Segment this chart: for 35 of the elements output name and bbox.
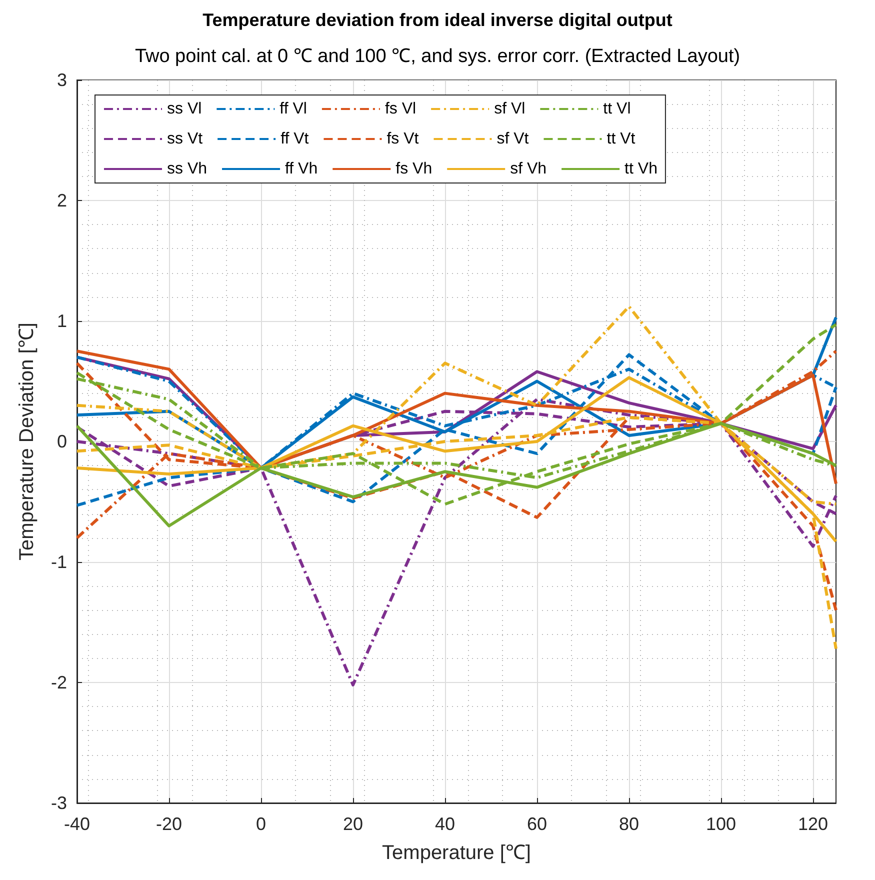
legend-label: tt Vt: [606, 130, 636, 148]
legend-label: tt Vl: [603, 100, 631, 118]
legend-label: sf Vt: [496, 130, 530, 148]
y-tick-label: 1: [56, 311, 67, 331]
x-tick-label: 0: [256, 814, 266, 834]
legend-label: ff Vl: [280, 100, 307, 118]
legend-label: ss Vl: [167, 100, 202, 118]
x-axis-title: Temperature [℃]: [382, 842, 531, 864]
y-tick-label: -2: [50, 672, 67, 692]
chart-subtitle: Two point cal. at 0 ℃ and 100 ℃, and sys. error corr. (Extracted Layout): [134, 46, 740, 67]
x-tick-label: 80: [618, 814, 640, 834]
legend-label: ff Vh: [285, 160, 318, 178]
x-tick-label: 100: [706, 814, 736, 834]
x-tick-label: -40: [64, 814, 90, 834]
x-tick-label: -20: [156, 814, 182, 834]
y-axis-title: Temperature Deviation [℃]: [16, 322, 38, 560]
x-tick-label: 60: [526, 814, 548, 834]
legend-label: fs Vh: [396, 160, 432, 178]
chart-title: Temperature deviation from ideal inverse digital output: [202, 10, 672, 30]
legend-label: ss Vt: [167, 130, 204, 148]
x-tick-label: 120: [798, 814, 828, 834]
legend-label: sf Vl: [494, 100, 526, 118]
legend-label: fs Vt: [386, 130, 420, 148]
legend-label: tt Vh: [624, 160, 658, 178]
y-tick-label: 2: [56, 190, 67, 210]
x-tick-label: 40: [434, 814, 456, 834]
legend-label: ss Vh: [167, 160, 208, 178]
y-tick-label: 3: [56, 70, 67, 90]
legend-label: sf Vh: [510, 160, 547, 178]
y-tick-label: -1: [50, 552, 67, 572]
legend-label: fs Vl: [384, 100, 416, 118]
x-tick-label: 20: [342, 814, 364, 834]
y-tick-label: -3: [50, 793, 67, 813]
legend-label: ff Vt: [280, 130, 310, 148]
y-tick-label: 0: [56, 432, 67, 452]
